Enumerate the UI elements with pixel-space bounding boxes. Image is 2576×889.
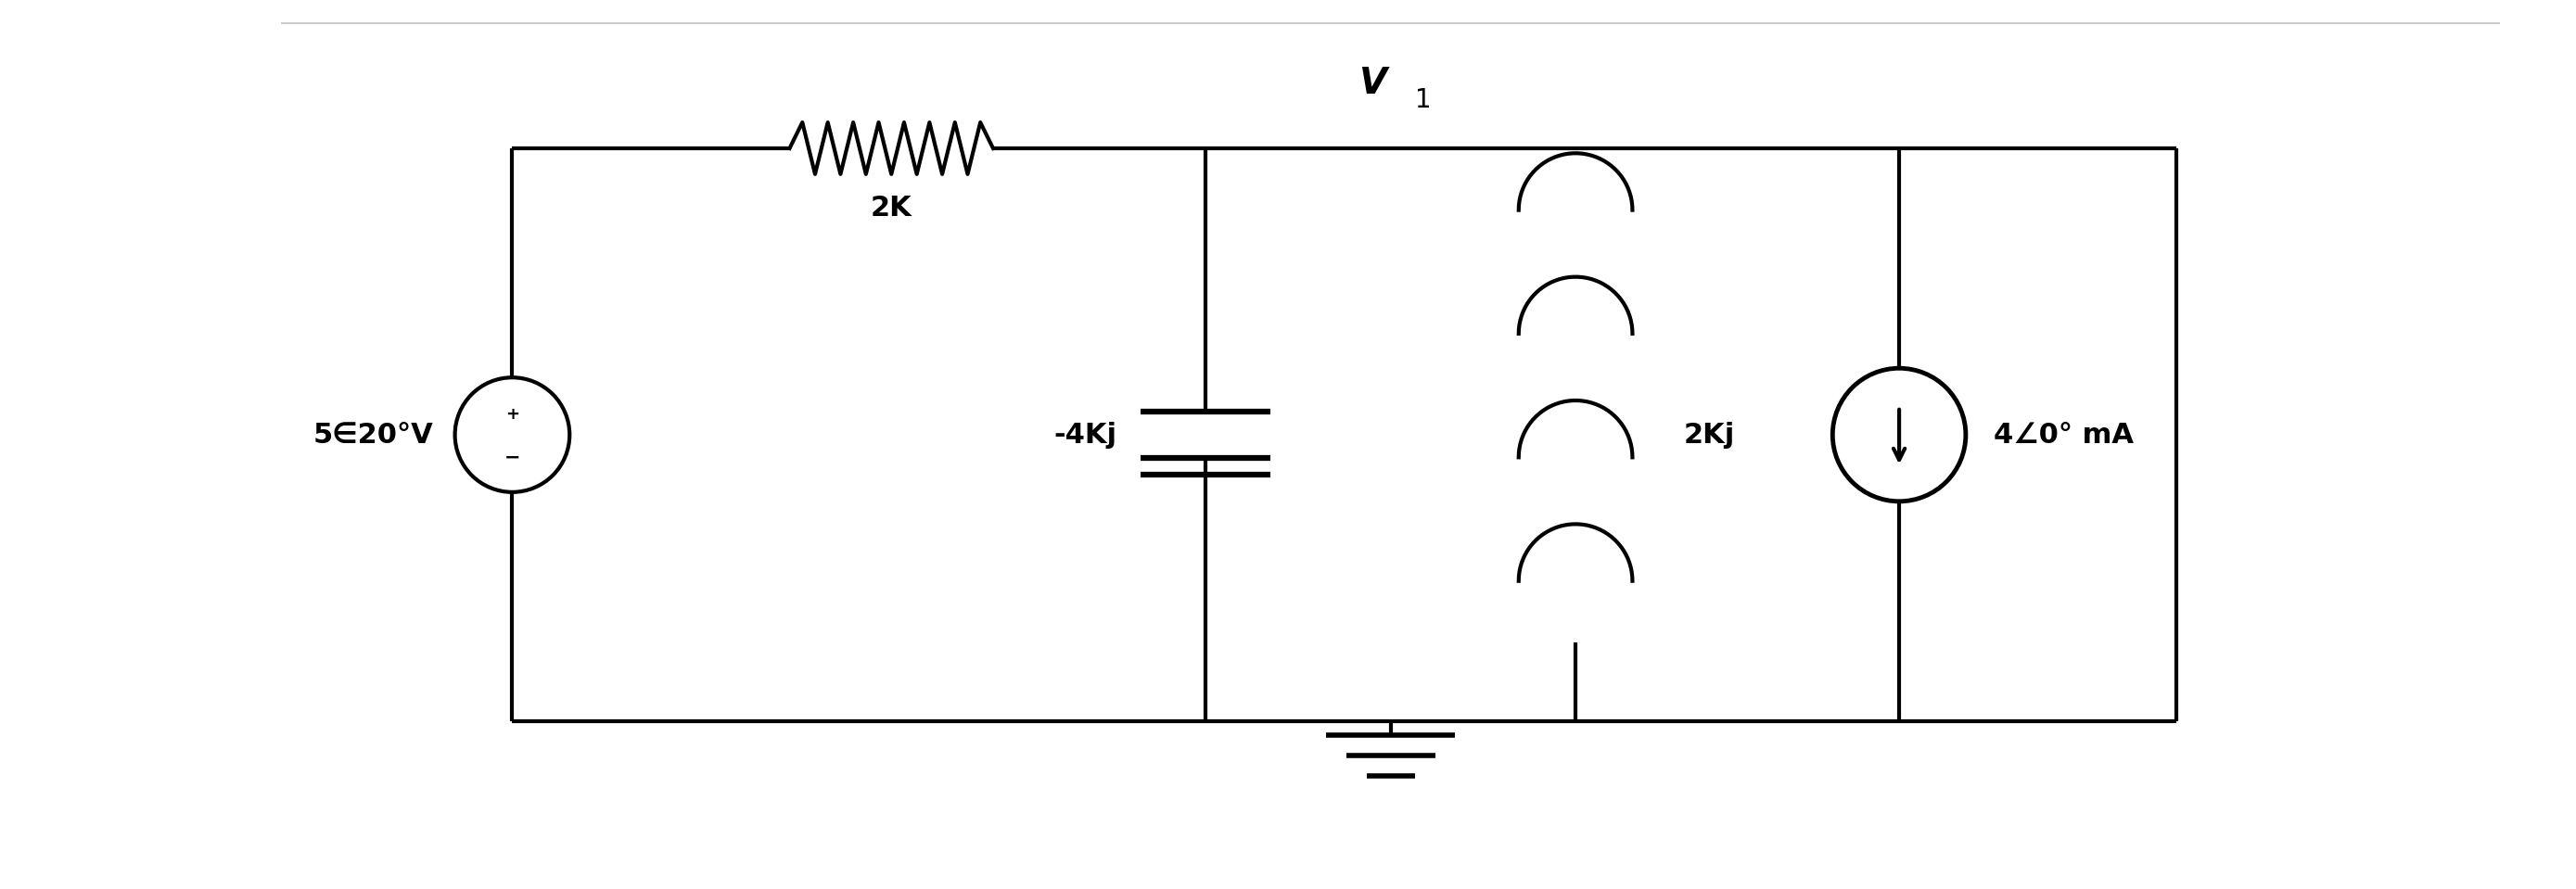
- Text: +: +: [505, 406, 520, 423]
- Text: 2K: 2K: [871, 195, 912, 221]
- Text: 1: 1: [1414, 87, 1432, 113]
- Text: 2Kj: 2Kj: [1682, 421, 1734, 448]
- Text: −: −: [505, 449, 520, 468]
- Text: V: V: [1358, 66, 1386, 101]
- Text: 5∈20°V: 5∈20°V: [314, 421, 433, 448]
- Text: 4∠0° mA: 4∠0° mA: [1994, 421, 2133, 448]
- Text: -4Kj: -4Kj: [1054, 421, 1118, 448]
